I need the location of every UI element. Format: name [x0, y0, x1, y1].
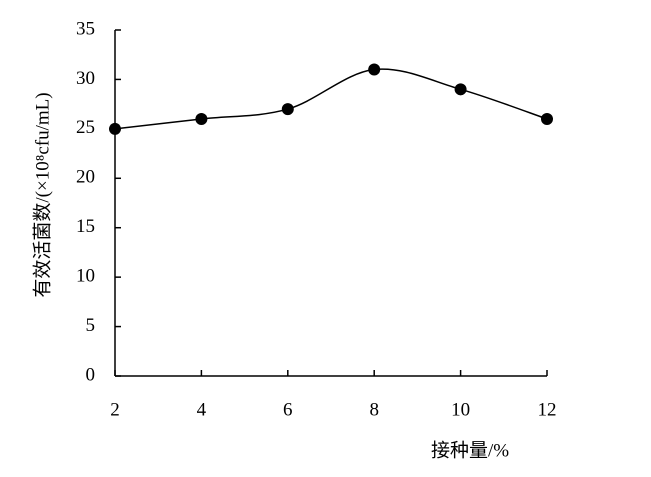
line — [114, 68, 548, 130]
marker — [454, 83, 467, 96]
marker — [195, 112, 208, 125]
y-tick-label: 35 — [76, 18, 95, 39]
marker — [541, 112, 553, 125]
x-tick-label: 12 — [538, 399, 557, 420]
y-tick-label: 25 — [76, 117, 95, 138]
y-tick-label: 0 — [86, 364, 96, 385]
x-tick-label: 8 — [369, 399, 379, 420]
x-tick-label: 2 — [110, 399, 120, 420]
x-axis-title: 接种量/% — [431, 439, 509, 461]
marker — [109, 122, 121, 135]
y-tick-label: 30 — [76, 68, 95, 89]
y-tick-label: 20 — [76, 167, 95, 188]
x-tick-label: 10 — [451, 399, 470, 420]
marker — [281, 103, 294, 116]
x-tick-label: 4 — [197, 399, 207, 420]
y-tick-label: 5 — [86, 315, 96, 336]
y-tick-label: 15 — [76, 216, 95, 237]
x-tick-label: 6 — [283, 399, 293, 420]
y-tick-label: 10 — [76, 266, 95, 287]
y-axis-title: 有效活菌数/(×10⁸cfu/mL) — [31, 92, 53, 297]
marker — [368, 63, 381, 76]
